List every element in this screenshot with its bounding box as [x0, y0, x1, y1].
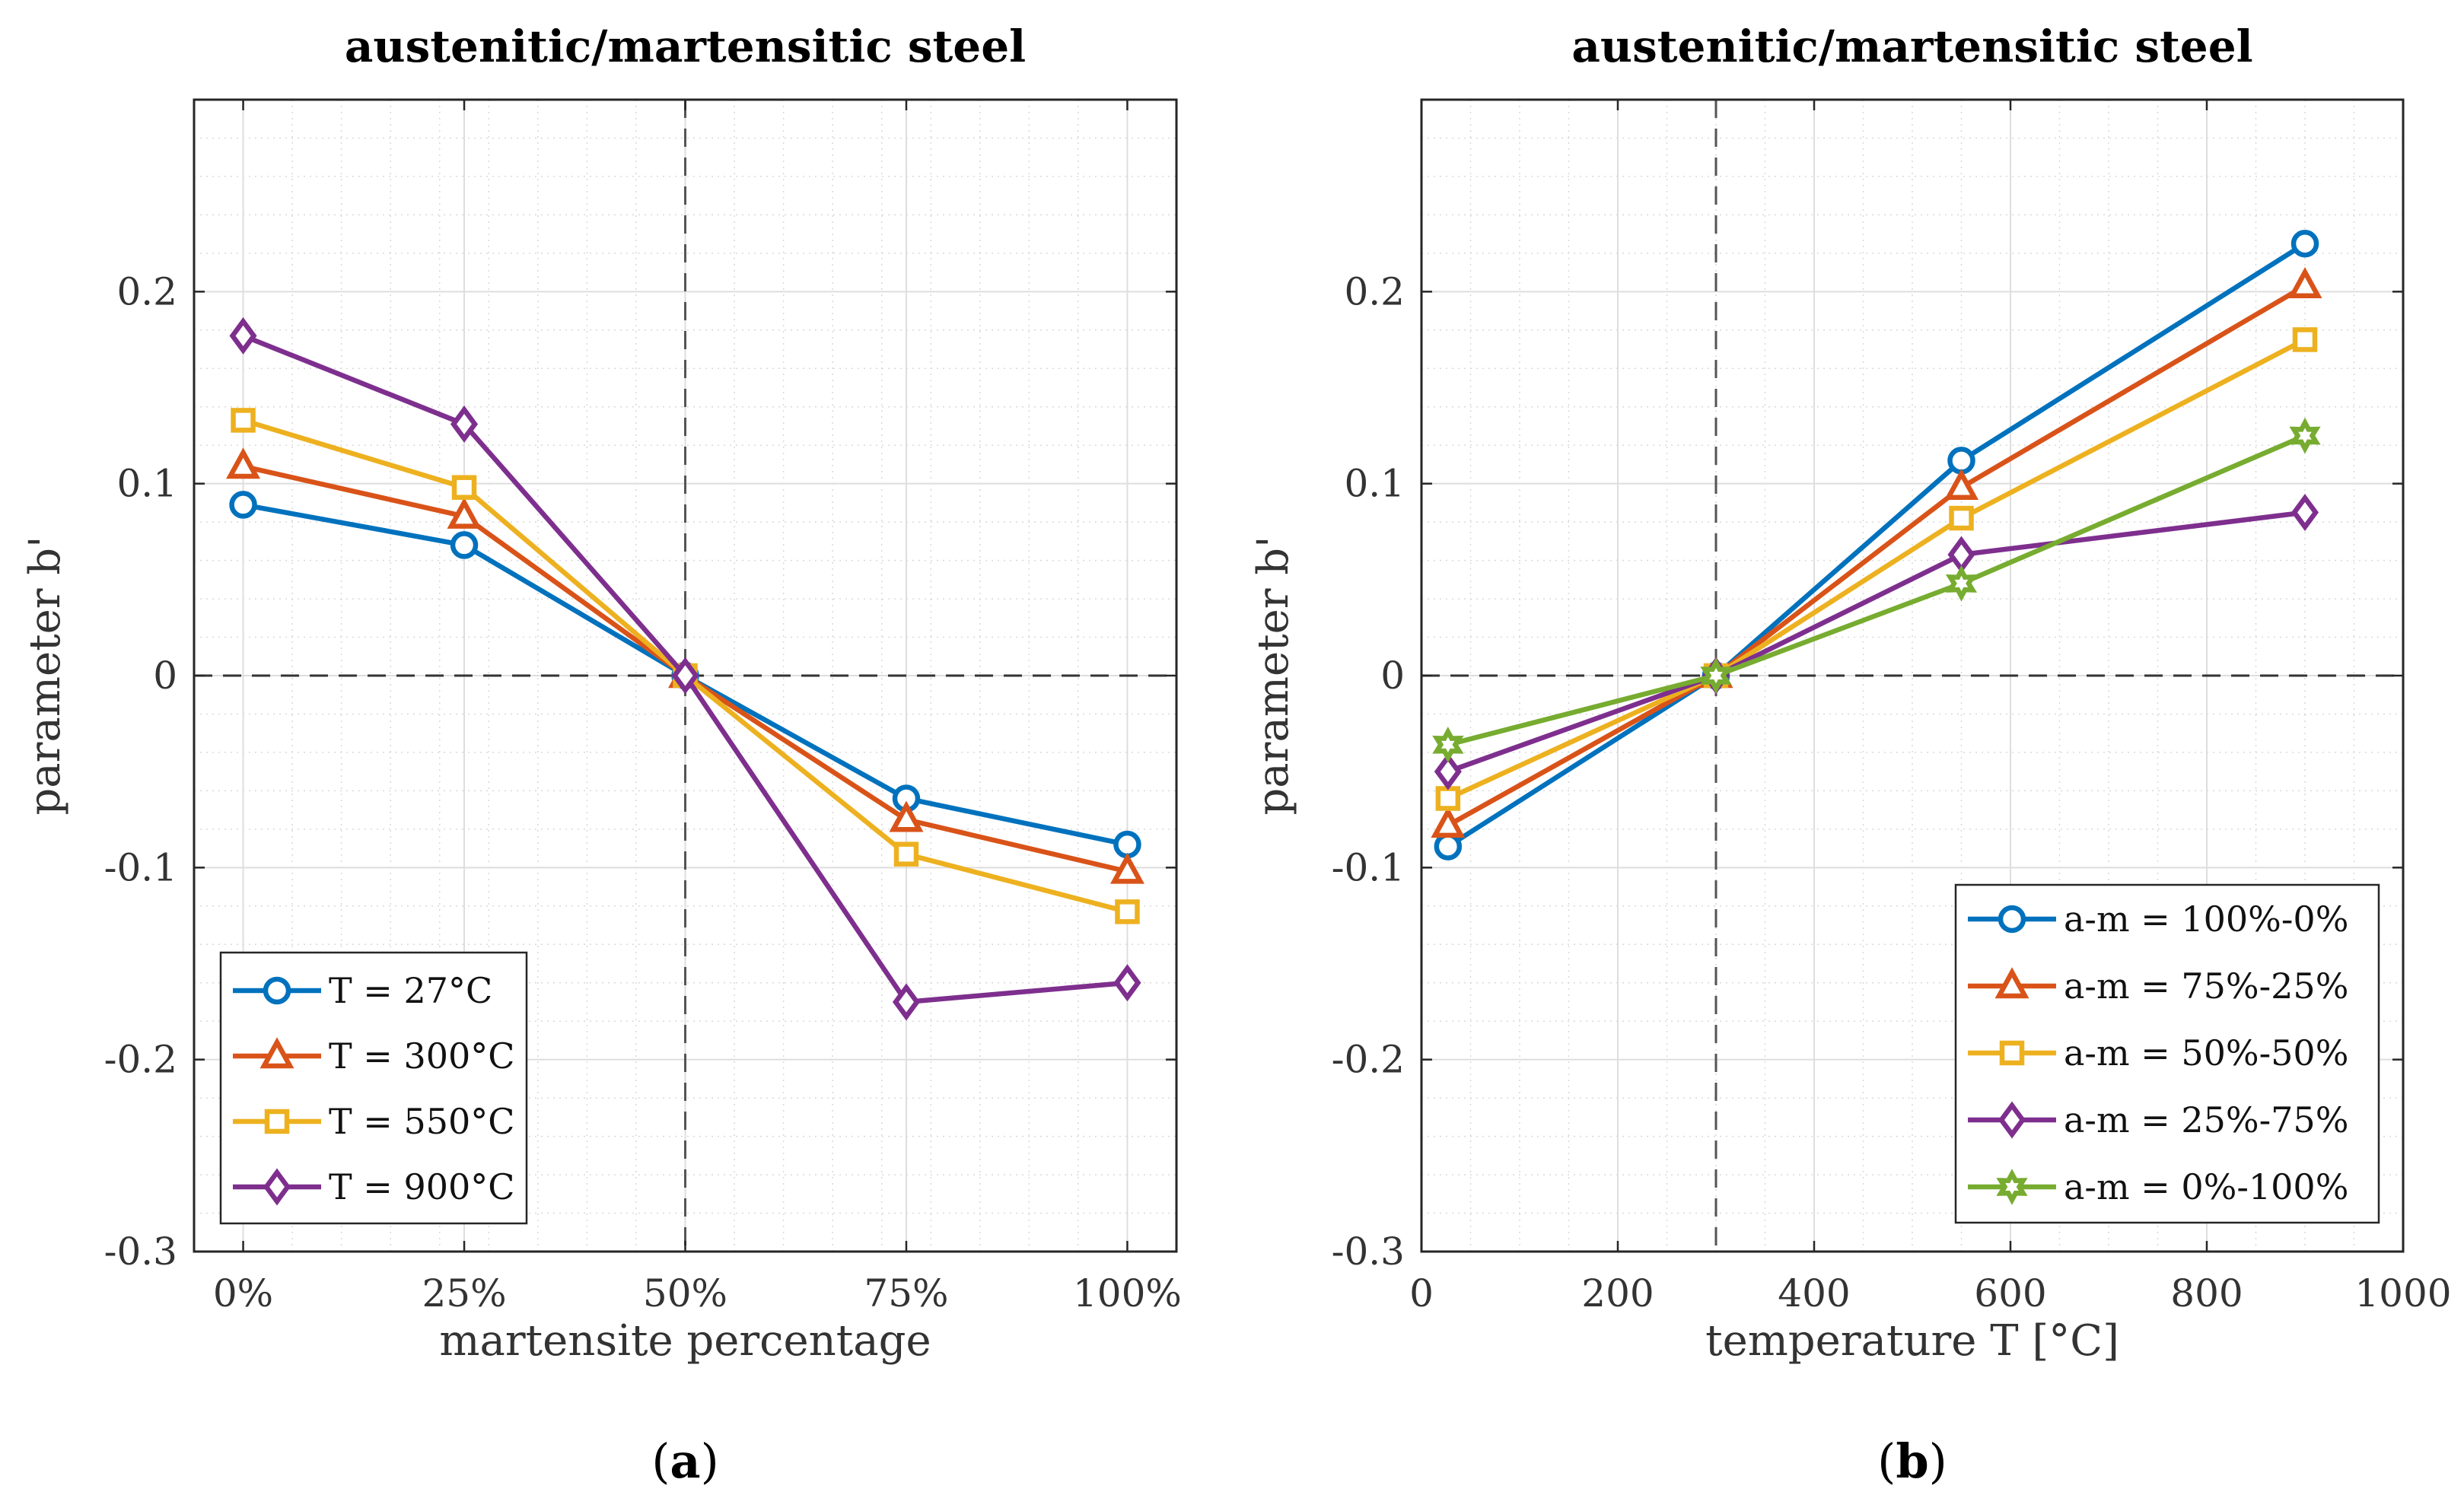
x-axis-label: martensite percentage	[439, 1316, 931, 1366]
data-point	[1113, 964, 1141, 1002]
y-tick-label: 0.1	[1344, 462, 1405, 506]
legend-marker	[1998, 1101, 2026, 1139]
data-point	[2291, 230, 2319, 258]
chart-title: austenitic/martensitic steel	[345, 21, 1026, 72]
data-point	[1947, 447, 1975, 475]
data-point	[2289, 417, 2321, 454]
series-line	[1447, 241, 2306, 849]
legend-entry: T = 900°C	[329, 1166, 514, 1207]
y-tick-label: -0.1	[1332, 845, 1405, 889]
data-point	[1113, 830, 1141, 859]
x-tick-label: 25%	[422, 1271, 506, 1315]
y-tick-label: -0.1	[104, 845, 177, 889]
data-point	[1432, 726, 1464, 763]
legend-marker	[259, 1037, 294, 1069]
series-line	[1447, 510, 2306, 775]
x-tick-label: 800	[2170, 1271, 2243, 1315]
y-axis-label: parameter b'	[21, 536, 70, 815]
data-point	[1435, 786, 1461, 811]
data-point	[1115, 899, 1140, 924]
x-tick-label: 200	[1581, 1271, 1654, 1315]
legend-marker	[263, 976, 291, 1005]
data-point	[671, 657, 699, 695]
data-point	[451, 475, 477, 500]
legend-entry: a-m = 25%-75%	[2064, 1099, 2348, 1140]
data-point	[229, 491, 257, 519]
legend-entry: T = 27°C	[329, 970, 492, 1011]
data-point	[1434, 752, 1462, 790]
legend-entry: a-m = 0%-100%	[2064, 1166, 2348, 1207]
data-point	[1949, 505, 1974, 531]
legend-entry: T = 300°C	[329, 1035, 514, 1077]
x-tick-label: 75%	[864, 1271, 948, 1315]
data-point	[2292, 327, 2318, 352]
x-tick-label: 1000	[2354, 1271, 2451, 1315]
legend-marker	[264, 1109, 290, 1134]
x-tick-label: 0%	[213, 1271, 273, 1315]
y-axis-label: parameter b'	[1249, 536, 1298, 815]
y-tick-label: 0.1	[116, 462, 177, 506]
x-tick-label: 100%	[1073, 1271, 1182, 1315]
legend-marker	[1999, 1040, 2025, 1066]
data-point	[2291, 494, 2319, 531]
legend-entry: a-m = 50%-50%	[2064, 1032, 2348, 1074]
x-tick-label: 400	[1778, 1271, 1850, 1315]
x-tick-label: 0	[1409, 1271, 1434, 1315]
data-point	[1945, 565, 1978, 602]
chart-b: -0.3 -0.2 -0.1 0 0.1 0.2 0 200 400 600 800 1000 aust…	[1249, 21, 2452, 1489]
data-point	[2287, 267, 2322, 299]
data-point	[893, 841, 919, 867]
x-axis-label: temperature T [°C]	[1705, 1316, 2119, 1366]
series-line	[1447, 337, 2306, 801]
x-tick-label: 50%	[643, 1271, 727, 1315]
y-tick-label: -0.2	[1332, 1038, 1405, 1082]
series-line	[1447, 433, 2306, 747]
data-point	[229, 317, 257, 355]
data-point	[1109, 852, 1144, 884]
data-point	[450, 531, 479, 559]
data-point	[450, 405, 479, 443]
data-point	[1434, 832, 1463, 860]
panel-label: (b)	[1877, 1433, 1947, 1489]
legend-marker	[1998, 905, 2026, 934]
data-point	[889, 800, 924, 832]
y-tick-label: 0	[1380, 654, 1405, 698]
legend-entry: T = 550°C	[329, 1101, 514, 1142]
series-line	[1447, 283, 2306, 828]
data-point	[1700, 657, 1732, 694]
data-point	[231, 408, 256, 433]
chart-a: -0.3 -0.2 -0.1 0 0.1 0.2 0% 25% 50% 75% 100% austen…	[21, 21, 1182, 1489]
data-point	[1944, 468, 1979, 500]
y-tick-label: 0	[153, 654, 177, 698]
y-tick-label: -0.3	[1332, 1229, 1405, 1274]
chart-title: austenitic/martensitic steel	[1571, 21, 2252, 72]
y-tick-label: -0.3	[104, 1229, 177, 1274]
data-point	[447, 497, 482, 529]
y-tick-label: -0.2	[104, 1038, 177, 1082]
legend-marker	[1996, 1169, 2028, 1205]
data-point	[1431, 806, 1466, 838]
x-tick-label: 600	[1974, 1271, 2046, 1315]
legend-entry: a-m = 100%-0%	[2064, 899, 2348, 940]
legend-marker	[263, 1168, 291, 1206]
y-tick-label: 0.2	[1344, 269, 1405, 313]
data-point	[892, 983, 921, 1021]
panel-label: (a)	[651, 1433, 719, 1489]
data-point	[226, 447, 261, 479]
legend-marker	[1994, 967, 2029, 999]
y-tick-label: 0.2	[116, 269, 177, 313]
legend-entry: a-m = 75%-25%	[2064, 965, 2348, 1007]
